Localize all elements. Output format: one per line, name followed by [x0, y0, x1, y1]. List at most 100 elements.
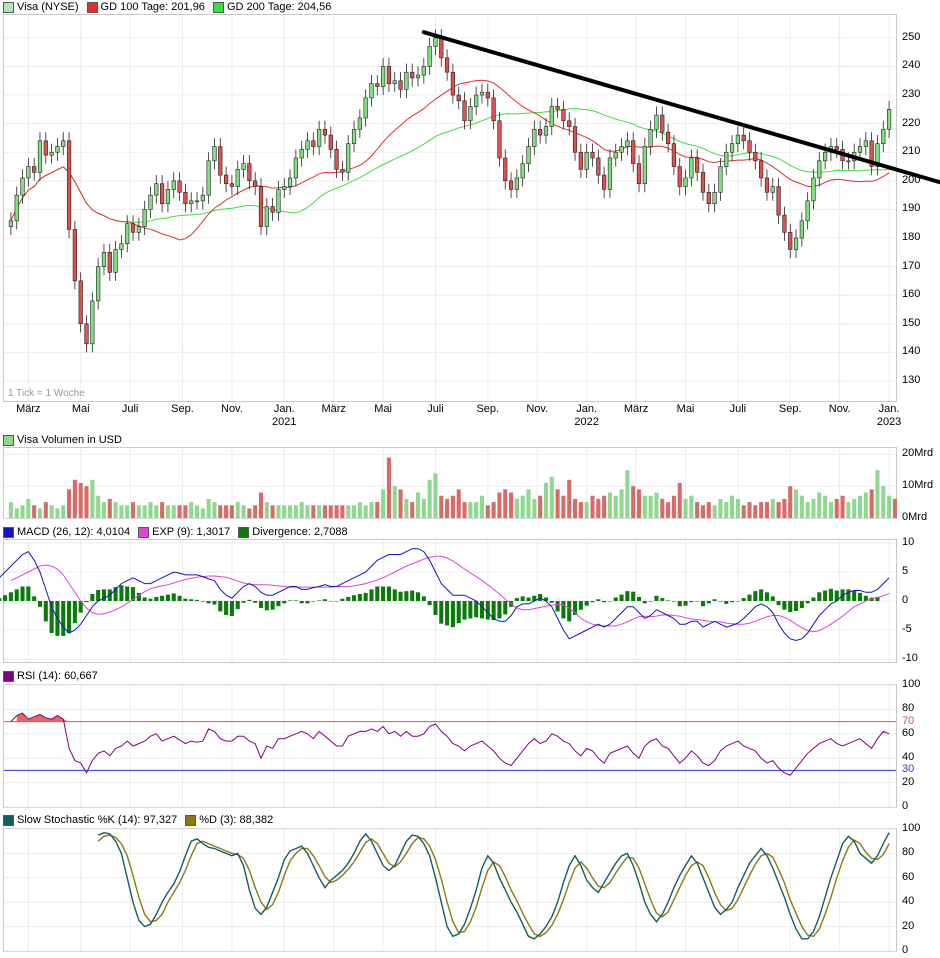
candle	[253, 180, 258, 187]
volume-bar	[520, 495, 525, 518]
divergence-bar	[96, 589, 101, 601]
candle	[636, 163, 642, 184]
divergence-bar	[636, 596, 642, 601]
candle	[311, 140, 316, 147]
y-tick-label: 80	[902, 846, 915, 859]
volume-bar	[770, 498, 775, 518]
candle	[857, 146, 863, 153]
divergence-bar	[20, 586, 25, 601]
divergence-bar	[369, 589, 374, 601]
candle	[886, 109, 892, 130]
candle	[474, 94, 479, 107]
y-tick-label: 240	[902, 59, 921, 72]
candle	[444, 57, 450, 73]
candle	[479, 91, 485, 96]
stoch-legend: Slow Stochastic %K (14): 97,327 %D (3): …	[3, 813, 273, 827]
legend-swatch-rsi	[3, 670, 14, 682]
volume-bar	[177, 505, 182, 518]
divergence-bar	[258, 601, 264, 608]
divergence-bar	[253, 601, 258, 603]
trend-line	[421, 30, 940, 185]
y-tick-label: 40	[902, 751, 915, 764]
divergence-bar	[683, 601, 688, 606]
candle	[32, 166, 37, 173]
volume-bar	[160, 502, 165, 518]
candle	[782, 214, 787, 233]
volume-bar	[602, 495, 607, 518]
divergence-bar	[805, 601, 810, 604]
divergence-bar	[474, 601, 479, 618]
volume-bar	[753, 505, 758, 518]
y-tick-label: 190	[902, 202, 921, 215]
candle	[450, 71, 456, 96]
y-tick-label: 5	[902, 564, 909, 577]
candle	[753, 151, 758, 162]
divergence-bar	[293, 600, 298, 601]
candle	[351, 129, 357, 144]
volume-bar	[183, 505, 188, 518]
x-tick-label: Mai	[676, 403, 695, 415]
volume-bar	[596, 498, 601, 518]
divergence-bar	[206, 601, 211, 604]
volume-bar	[26, 498, 31, 518]
volume-bar	[305, 505, 310, 518]
candle	[270, 206, 275, 213]
volume-bar	[700, 505, 706, 518]
volume-bar	[514, 498, 519, 518]
candle	[177, 180, 182, 193]
candle	[823, 151, 828, 162]
candle	[578, 151, 583, 170]
divergence-bar	[212, 601, 217, 605]
candle	[317, 129, 322, 147]
divergence-bar	[735, 601, 740, 602]
legend-label-macd: MACD (26, 12): 4,0104	[17, 526, 131, 538]
divergence-bar	[381, 586, 386, 601]
candle	[43, 140, 48, 156]
candle	[619, 146, 624, 153]
macd-chart-panel	[0, 539, 897, 663]
candle	[602, 174, 607, 190]
legend-label-rsi: RSI (14): 60,667	[17, 670, 98, 682]
divergence-bar	[590, 601, 595, 603]
legend-label-exp: EXP (9): 1,3017	[152, 526, 231, 538]
x-tick-label: Nov.	[828, 403, 851, 415]
candle	[665, 131, 671, 144]
candle	[119, 243, 124, 250]
volume-bar	[450, 495, 455, 518]
candle	[305, 140, 310, 150]
y-tick-label: 10Mrd	[902, 479, 934, 492]
divergence-bar	[607, 601, 612, 602]
divergence-bar	[834, 590, 839, 601]
divergence-bar	[753, 591, 758, 601]
volume-bar	[567, 479, 572, 518]
divergence-bar	[852, 590, 857, 601]
volume-bar	[113, 502, 118, 518]
legend-swatch-exp	[138, 526, 150, 538]
candle	[572, 126, 578, 153]
rsi-legend: RSI (14): 60,667	[3, 669, 98, 683]
volume-bar	[43, 502, 48, 518]
divergence-bar	[863, 595, 868, 601]
divergence-bar	[689, 601, 694, 603]
candle	[875, 143, 880, 167]
legend-swatch-volume	[3, 434, 14, 446]
y-tick-label: 140	[902, 345, 921, 358]
rsi-chart-svg	[4, 684, 896, 808]
x-tick-year-label: 2021	[272, 416, 297, 428]
volume-bar	[346, 505, 351, 518]
divergence-bar	[695, 601, 700, 602]
candle	[235, 169, 240, 187]
x-tick-label: Juli	[427, 403, 444, 415]
x-tick-label: Nov.	[526, 403, 549, 415]
price-chart-panel: 1 Tick = 1 Woche	[3, 14, 940, 402]
divergence-bar	[241, 601, 246, 603]
divergence-bar	[386, 586, 391, 601]
candle	[881, 129, 886, 144]
volume-bar	[90, 479, 95, 518]
candle	[218, 146, 223, 176]
divergence-bar	[823, 590, 828, 601]
candle	[590, 151, 595, 159]
volume-bar	[194, 505, 200, 518]
candle	[793, 237, 799, 250]
divergence-bar	[875, 596, 880, 601]
